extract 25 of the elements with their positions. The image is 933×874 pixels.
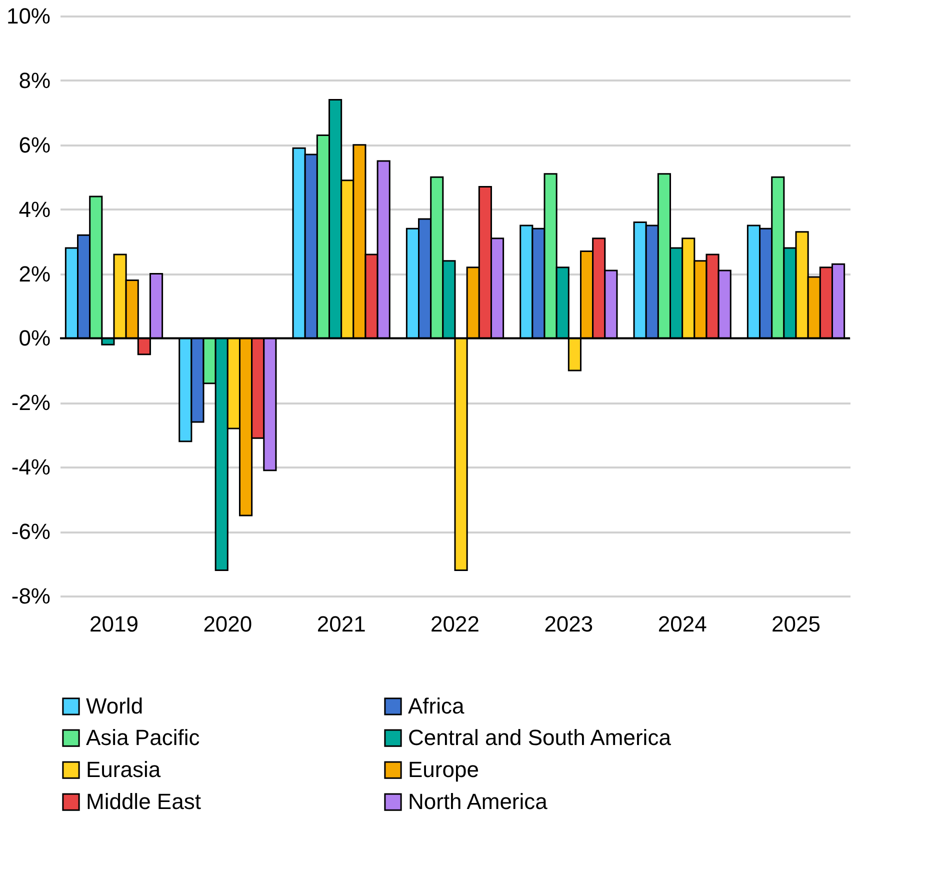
y-tick-label: 8% <box>18 68 50 93</box>
legend-label: Eurasia <box>86 757 162 782</box>
legend-label: Africa <box>408 693 465 718</box>
x-tick-label: 2025 <box>772 612 820 636</box>
y-tick-label: -4% <box>11 454 50 480</box>
x-tick-label: 2023 <box>544 612 594 636</box>
y-tick-label: 0% <box>18 326 50 351</box>
y-tick-label: 4% <box>18 196 50 222</box>
legend-label: North America <box>408 789 548 814</box>
legend-label: Asia Pacific <box>86 725 200 750</box>
legend-label: World <box>86 693 144 718</box>
y-tick-label: -6% <box>11 519 50 544</box>
x-tick-label: 2022 <box>430 612 480 636</box>
legend-label: Europe <box>408 757 479 782</box>
y-tick-label: 10% <box>6 4 50 28</box>
y-tick-label: 2% <box>18 261 50 286</box>
x-tick-label: 2021 <box>316 612 366 636</box>
y-tick-label: -8% <box>11 584 50 608</box>
y-tick-label: 6% <box>18 132 50 158</box>
x-tick-label: 2020 <box>203 612 252 636</box>
x-tick-label: 2019 <box>90 612 138 636</box>
y-tick-label: -2% <box>11 390 50 416</box>
x-tick-label: 2024 <box>658 612 707 636</box>
legend-label: Central and South America <box>408 725 672 750</box>
legend-label: Middle East <box>86 789 201 814</box>
